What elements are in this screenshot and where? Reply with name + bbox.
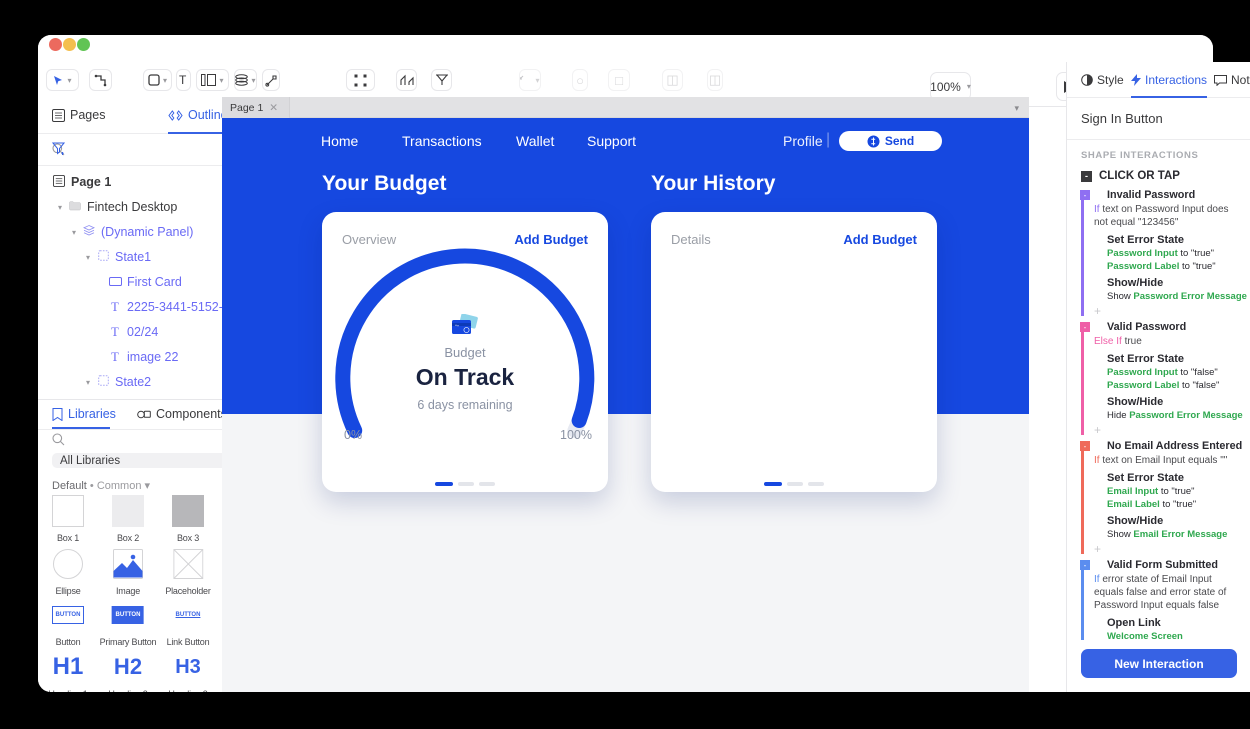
svg-text:T: T bbox=[179, 74, 187, 86]
